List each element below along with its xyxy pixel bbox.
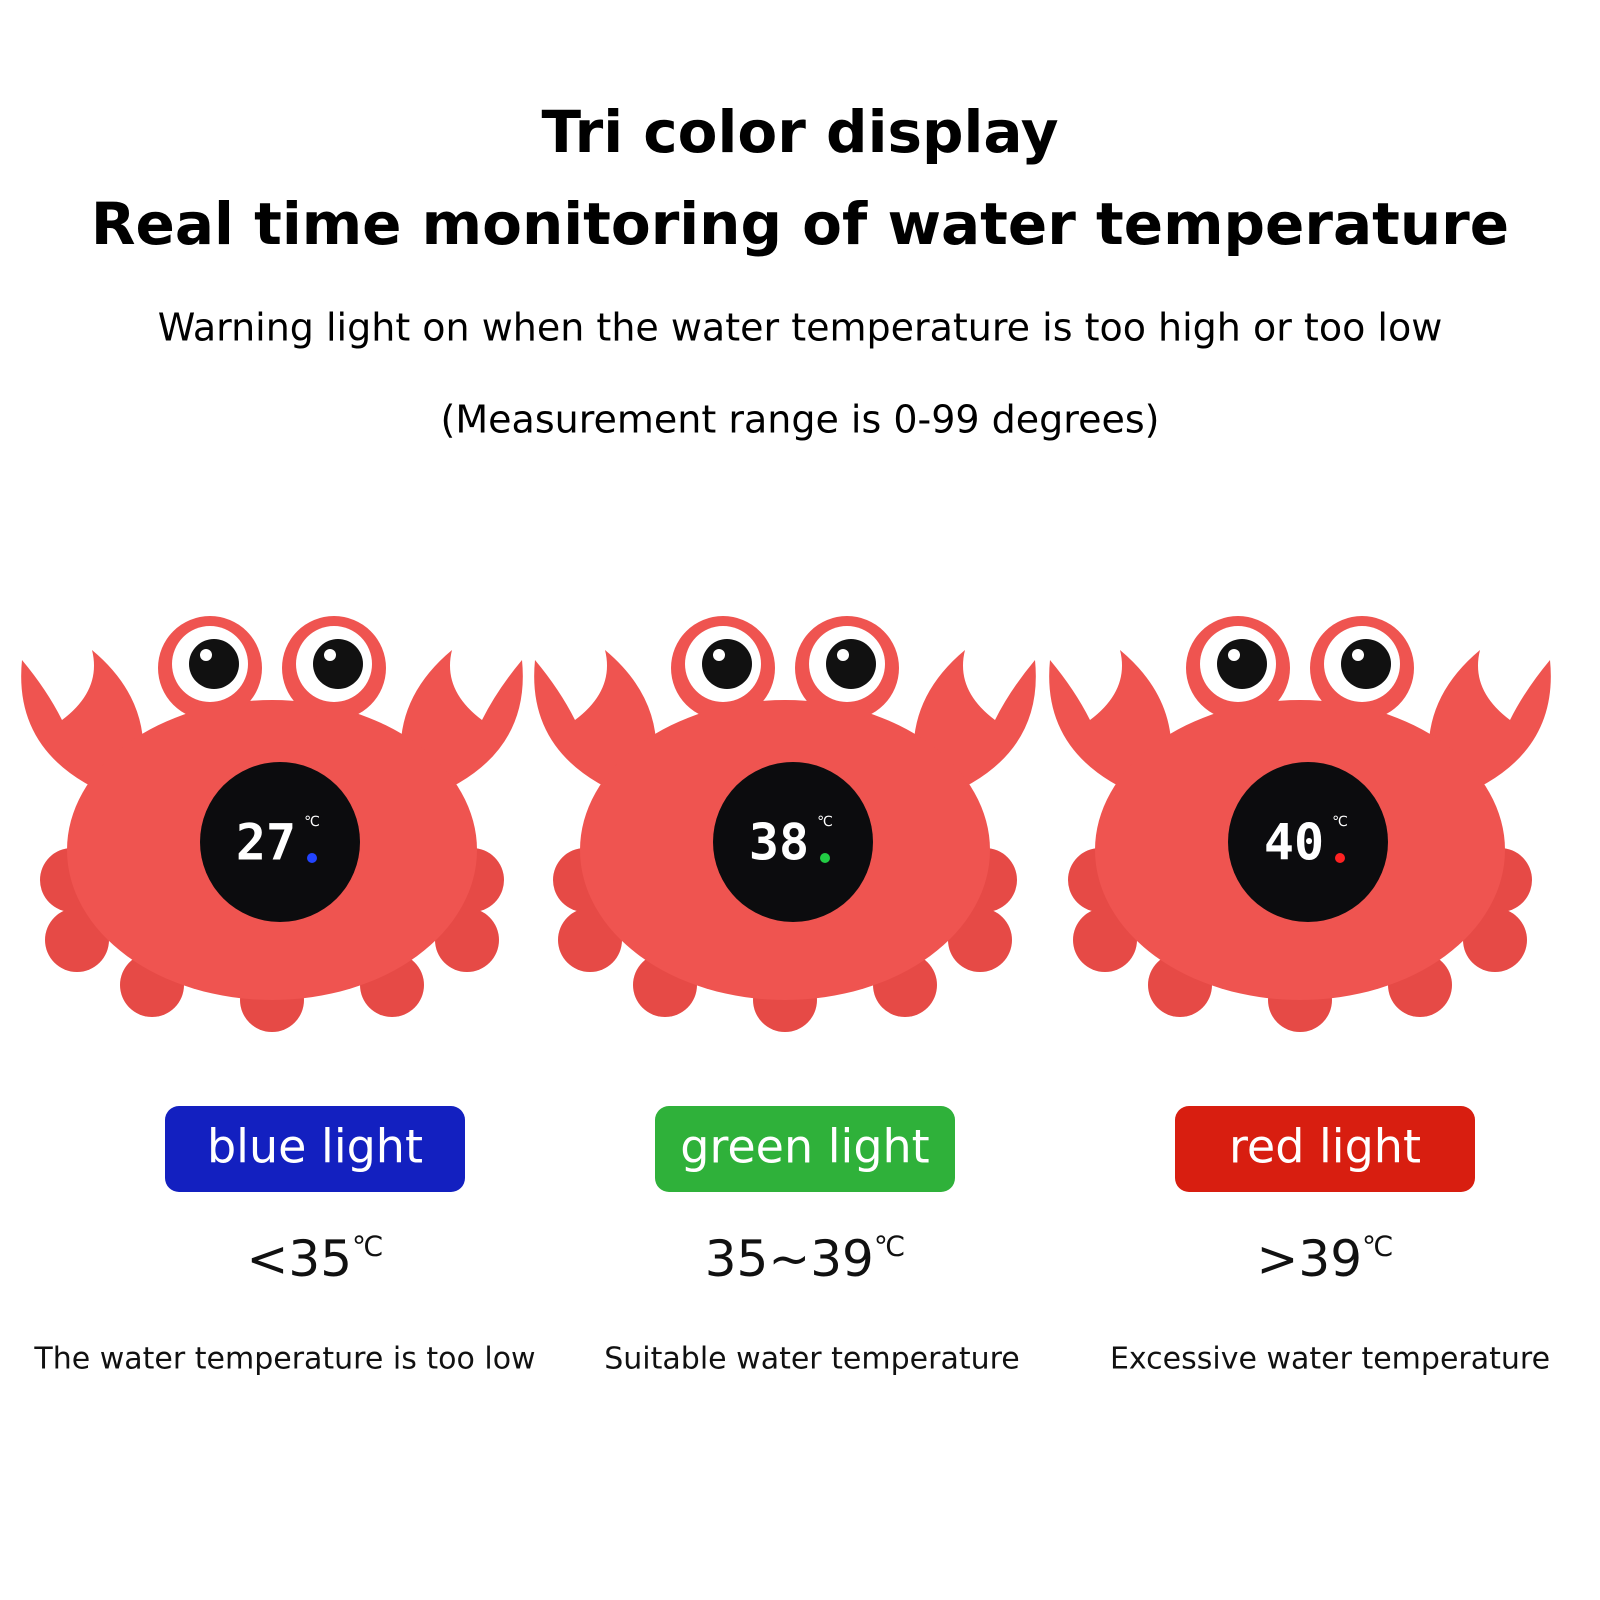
crab: 40 ℃ [1049,616,1551,1032]
range: >39℃ [1257,1230,1394,1288]
description: Excessive water temperature [1110,1342,1550,1377]
display-value: 40 [1264,814,1324,872]
pupil [826,639,876,689]
badge [165,1106,465,1192]
eye-glint [837,649,849,661]
pupil [189,639,239,689]
leg-bump [45,908,109,972]
display-unit: ℃ [817,814,833,830]
eye-glint [324,649,336,661]
badge [1175,1106,1475,1192]
display-value: 27 [236,814,296,872]
crab: 38 ℃ [534,616,1036,1032]
leg-bump [1073,908,1137,972]
subtitle: Real time monitoring of water temperatur… [91,190,1509,258]
crab: 27 ℃ [21,616,523,1032]
display-unit: ℃ [304,814,320,830]
display-value: 38 [749,814,809,872]
range: <35℃ [247,1230,384,1288]
range-value: <35 [247,1230,353,1288]
badge [655,1106,955,1192]
range-note: (Measurement range is 0-99 degrees) [441,398,1160,442]
range-unit: ℃ [352,1230,383,1263]
badge-label: red light [1229,1120,1421,1174]
eye-glint [1352,649,1364,661]
pupil [1217,639,1267,689]
range-value: >39 [1257,1230,1363,1288]
range-value: 35~39 [705,1230,874,1288]
display [1228,762,1388,922]
badge-label: blue light [207,1120,423,1174]
range-unit: ℃ [874,1230,905,1263]
pupil [1341,639,1391,689]
title: Tri color display [541,98,1058,166]
range: 35~39℃ [705,1230,906,1288]
leg-bump [435,908,499,972]
display-unit: ℃ [1332,814,1348,830]
led [1335,853,1345,863]
display [200,762,360,922]
led [820,853,830,863]
eye-glint [713,649,725,661]
display [713,762,873,922]
leg-bump [948,908,1012,972]
leg-bump [1463,908,1527,972]
pupil [702,639,752,689]
note: Warning light on when the water temperat… [158,306,1443,350]
description: Suitable water temperature [604,1342,1020,1377]
pupil [313,639,363,689]
eye-glint [1228,649,1240,661]
led [307,853,317,863]
leg-bump [558,908,622,972]
description: The water temperature is too low [33,1342,535,1377]
eye-glint [200,649,212,661]
badge-label: green light [680,1120,929,1174]
range-unit: ℃ [1362,1230,1393,1263]
